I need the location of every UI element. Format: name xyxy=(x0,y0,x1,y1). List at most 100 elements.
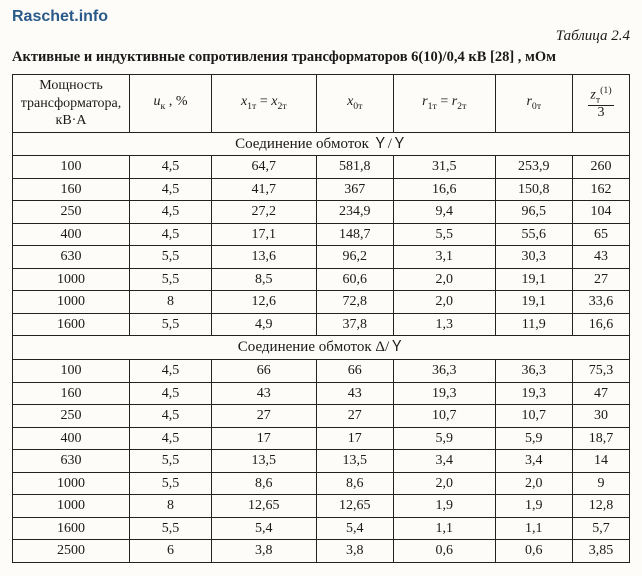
table-cell: 27 xyxy=(212,405,317,428)
table-cell: 2,0 xyxy=(495,472,572,495)
table-row: 250063,83,80,60,63,85 xyxy=(13,540,630,563)
table-cell: 2,0 xyxy=(393,472,495,495)
table-cell: 16,6 xyxy=(393,178,495,201)
table-cell: 13,6 xyxy=(212,246,317,269)
table-cell: 65 xyxy=(573,223,630,246)
table-cell: 55,6 xyxy=(495,223,572,246)
table-cell: 19,3 xyxy=(393,382,495,405)
section-label: Соединение обмоток Ｙ/Ｙ xyxy=(13,132,630,156)
table-cell: 41,7 xyxy=(212,178,317,201)
table-cell: 8 xyxy=(130,291,212,314)
section-row: Соединение обмоток Δ/Ｙ xyxy=(13,336,630,360)
table-cell: 5,4 xyxy=(316,517,393,540)
table-cell: 8,5 xyxy=(212,268,317,291)
table-row: 1000812,6512,651,91,912,8 xyxy=(13,495,630,518)
table-cell: 3,8 xyxy=(316,540,393,563)
table-cell: 4,5 xyxy=(130,201,212,224)
table-cell: 31,5 xyxy=(393,156,495,179)
header-row: Мощность трансформатора, кВ·А uк , % x1т… xyxy=(13,75,630,133)
table-row: 16005,54,937,81,311,916,6 xyxy=(13,313,630,336)
table-cell: 0,6 xyxy=(393,540,495,563)
table-row: 1004,564,7581,831,5253,9260 xyxy=(13,156,630,179)
table-cell: 13,5 xyxy=(316,450,393,473)
table-cell: 10,7 xyxy=(393,405,495,428)
table-cell: 8,6 xyxy=(212,472,317,495)
table-cell: 4,9 xyxy=(212,313,317,336)
table-cell: 18,7 xyxy=(573,427,630,450)
table-cell: 4,5 xyxy=(130,178,212,201)
table-cell: 3,4 xyxy=(495,450,572,473)
table-cell: 30 xyxy=(573,405,630,428)
table-row: 1604,541,736716,6150,8162 xyxy=(13,178,630,201)
table-cell: 400 xyxy=(13,223,130,246)
table-cell: 6 xyxy=(130,540,212,563)
table-cell: 12,65 xyxy=(212,495,317,518)
table-cell: 250 xyxy=(13,201,130,224)
table-cell: 66 xyxy=(212,360,317,383)
table-cell: 96,2 xyxy=(316,246,393,269)
table-cell: 1,1 xyxy=(393,517,495,540)
table-cell: 75,3 xyxy=(573,360,630,383)
table-row: 4004,517175,95,918,7 xyxy=(13,427,630,450)
table-cell: 19,1 xyxy=(495,291,572,314)
table-cell: 60,6 xyxy=(316,268,393,291)
table-cell: 47 xyxy=(573,382,630,405)
table-cell: 12,8 xyxy=(573,495,630,518)
table-row: 1604,5434319,319,347 xyxy=(13,382,630,405)
table-cell: 160 xyxy=(13,178,130,201)
table-cell: 4,5 xyxy=(130,223,212,246)
table-cell: 4,5 xyxy=(130,427,212,450)
table-cell: 14 xyxy=(573,450,630,473)
col-power: Мощность трансформатора, кВ·А xyxy=(13,75,130,133)
col-zt: zт(1) 3 xyxy=(573,75,630,133)
table-cell: 27,2 xyxy=(212,201,317,224)
table-row: 2504,5272710,710,730 xyxy=(13,405,630,428)
table-cell: 367 xyxy=(316,178,393,201)
table-cell: 1,1 xyxy=(495,517,572,540)
table-cell: 9,4 xyxy=(393,201,495,224)
table-cell: 250 xyxy=(13,405,130,428)
section-row: Соединение обмоток Ｙ/Ｙ xyxy=(13,132,630,156)
table-cell: 16,6 xyxy=(573,313,630,336)
table-cell: 630 xyxy=(13,450,130,473)
table-cell: 5,5 xyxy=(130,246,212,269)
table-cell: 3,8 xyxy=(212,540,317,563)
table-cell: 8 xyxy=(130,495,212,518)
col-r0t: r0т xyxy=(495,75,572,133)
table-cell: 36,3 xyxy=(495,360,572,383)
table-row: 10005,58,68,62,02,09 xyxy=(13,472,630,495)
table-cell: 148,7 xyxy=(316,223,393,246)
table-cell: 5,9 xyxy=(393,427,495,450)
table-cell: 3,1 xyxy=(393,246,495,269)
table-cell: 43 xyxy=(573,246,630,269)
table-cell: 5,5 xyxy=(130,268,212,291)
table-cell: 4,5 xyxy=(130,156,212,179)
table-cell: 2,0 xyxy=(393,291,495,314)
table-cell: 43 xyxy=(212,382,317,405)
table-cell: 5,7 xyxy=(573,517,630,540)
table-row: 2504,527,2234,99,496,5104 xyxy=(13,201,630,224)
table-row: 10005,58,560,62,019,127 xyxy=(13,268,630,291)
table-cell: 3,4 xyxy=(393,450,495,473)
table-cell: 234,9 xyxy=(316,201,393,224)
table-cell: 1600 xyxy=(13,517,130,540)
table-cell: 43 xyxy=(316,382,393,405)
table-row: 6305,513,696,23,130,343 xyxy=(13,246,630,269)
table-cell: 1,9 xyxy=(393,495,495,518)
table-cell: 27 xyxy=(573,268,630,291)
table-cell: 5,9 xyxy=(495,427,572,450)
table-cell: 64,7 xyxy=(212,156,317,179)
col-x1t: x1т = x2т xyxy=(212,75,317,133)
table-cell: 5,5 xyxy=(130,517,212,540)
table-row: 6305,513,513,53,43,414 xyxy=(13,450,630,473)
table-cell: 5,5 xyxy=(130,450,212,473)
table-cell: 19,1 xyxy=(495,268,572,291)
table-row: 16005,55,45,41,11,15,7 xyxy=(13,517,630,540)
table-cell: 4,5 xyxy=(130,360,212,383)
table-cell: 3,85 xyxy=(573,540,630,563)
table-cell: 5,5 xyxy=(130,472,212,495)
table-title: Активные и индуктивные сопротивления тра… xyxy=(12,49,630,66)
table-cell: 9 xyxy=(573,472,630,495)
table-cell: 13,5 xyxy=(212,450,317,473)
table-cell: 27 xyxy=(316,405,393,428)
